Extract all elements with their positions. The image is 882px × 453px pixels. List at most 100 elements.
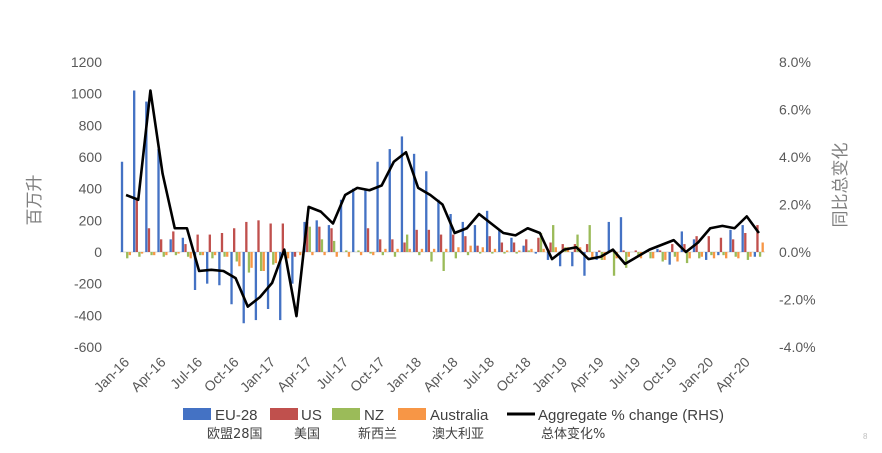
bar-eu xyxy=(656,248,659,252)
legend-label-us: US xyxy=(301,407,322,424)
legend-swatch-us xyxy=(270,408,298,420)
bar-nz xyxy=(612,252,616,276)
bar-nz xyxy=(272,252,275,265)
bar-nz xyxy=(211,252,214,259)
x-tick-label: Jan-18 xyxy=(383,354,425,396)
x-tick-label: Apr-18 xyxy=(420,354,461,395)
bar-us xyxy=(707,236,710,252)
bar-eu xyxy=(120,161,124,252)
bar-eu xyxy=(717,252,720,256)
y-tick-label: 1000 xyxy=(71,86,102,102)
bar-eu xyxy=(753,252,756,257)
bar-nz xyxy=(235,252,238,262)
bar-nz xyxy=(138,252,141,257)
bar-au xyxy=(688,252,691,259)
bar-au xyxy=(725,252,728,259)
bar-eu xyxy=(339,199,343,252)
bar-au xyxy=(299,252,302,256)
bar-au xyxy=(554,247,557,252)
bar-eu xyxy=(327,225,331,252)
bar-us xyxy=(719,237,723,252)
x-tick-label: Jul-17 xyxy=(313,354,351,392)
bar-eu xyxy=(558,252,562,267)
bar-us xyxy=(379,239,382,252)
bar-us xyxy=(756,225,759,252)
bar-eu xyxy=(498,229,501,252)
bar-eu xyxy=(181,237,185,252)
bar-us xyxy=(196,234,199,252)
bar-au xyxy=(591,252,594,259)
bar-au xyxy=(445,248,448,252)
right-axis-ticks: -4.0% -2.0% 0.0% 2.0% 4.0% 6.0% 8.0% xyxy=(779,54,816,355)
bar-eu xyxy=(425,171,428,252)
bar-us xyxy=(525,239,528,252)
x-tick-label: Jul-19 xyxy=(605,354,643,392)
bar-us xyxy=(281,223,284,252)
bar-us xyxy=(318,226,321,252)
bar-nz xyxy=(393,252,397,257)
bar-au xyxy=(408,248,411,252)
bar-nz xyxy=(758,252,762,257)
bar-eu xyxy=(461,221,464,252)
bar-au xyxy=(250,252,253,268)
y-tick-label: 800 xyxy=(79,117,103,133)
bar-au xyxy=(140,252,144,254)
bar-au xyxy=(505,250,509,252)
legend-label-aggregate: Aggregate % change (RHS) xyxy=(538,407,724,424)
bar-us xyxy=(135,198,138,252)
bar-eu xyxy=(449,214,452,252)
bar-au xyxy=(518,250,521,252)
bar-au xyxy=(359,252,363,256)
bar-us xyxy=(330,228,333,252)
right-axis-title: 同比总变化 xyxy=(831,143,851,228)
bar-nz xyxy=(710,252,713,256)
bar-nz xyxy=(466,252,470,256)
bar-nz xyxy=(199,252,202,256)
bar-eu xyxy=(473,225,477,252)
bar-au xyxy=(128,252,132,256)
legend-label-nz: NZ xyxy=(364,407,384,424)
y2-tick-label: 8.0% xyxy=(779,54,811,70)
legend-swatch-eu xyxy=(183,408,211,420)
x-tick-label: Apr-20 xyxy=(712,354,753,395)
bar-eu xyxy=(583,252,586,276)
bar-series xyxy=(120,90,764,324)
legend-swatch-nz xyxy=(332,408,360,420)
bar-nz xyxy=(673,252,677,257)
bar-nz xyxy=(734,252,737,257)
left-axis-ticks: -600 -400 -200 0 200 400 600 800 1000 1200 xyxy=(71,54,102,355)
bar-nz xyxy=(223,252,226,257)
bar-eu xyxy=(595,252,598,260)
bar-eu xyxy=(291,252,294,284)
bar-nz xyxy=(332,240,336,252)
bar-us xyxy=(391,239,394,252)
bar-eu xyxy=(607,221,610,252)
bar-nz xyxy=(126,252,129,259)
bar-au xyxy=(347,252,351,257)
bar-nz xyxy=(503,252,506,254)
aggregate-line xyxy=(125,89,760,318)
bar-au xyxy=(664,252,667,260)
bar-nz xyxy=(698,252,701,259)
bar-nz xyxy=(746,252,750,260)
bar-au xyxy=(153,252,156,256)
bar-eu xyxy=(388,149,391,252)
bar-au xyxy=(177,252,180,254)
x-tick-label: Apr-17 xyxy=(274,354,315,395)
legend-label-au-cn: 澳大利亚 xyxy=(432,426,484,442)
y2-tick-label: 0.0% xyxy=(779,244,811,260)
bar-nz xyxy=(588,225,591,252)
bar-nz xyxy=(442,252,445,271)
bar-eu xyxy=(729,229,732,252)
bar-nz xyxy=(345,250,348,252)
bar-us xyxy=(257,220,260,252)
bar-nz xyxy=(661,252,664,262)
bar-us xyxy=(220,233,224,252)
bar-nz xyxy=(150,252,153,256)
bar-au xyxy=(238,252,241,267)
bar-eu xyxy=(571,252,574,267)
bar-eu xyxy=(364,188,367,252)
bar-eu xyxy=(437,199,440,252)
bar-us xyxy=(293,252,297,257)
